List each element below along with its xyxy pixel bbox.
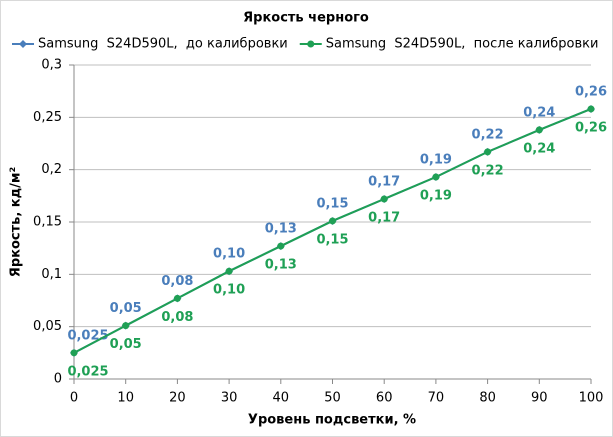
marker [70,349,78,357]
marker [225,267,233,275]
y-tick-label: 0,15 [33,215,62,230]
x-axis-label: Уровень подсветки, % [248,413,416,428]
x-tick-label: 60 [376,391,393,406]
marker [535,126,543,134]
value-label: 0,08 [161,274,193,289]
value-label: 0,13 [265,222,297,237]
x-tick-label: 70 [428,391,445,406]
value-label: 0,15 [316,232,348,247]
x-tick-label: 90 [531,391,548,406]
marker [380,195,388,203]
x-tick-label: 40 [273,391,290,406]
x-tick-label: 0 [70,391,78,406]
y-tick-label: 0,1 [41,267,62,282]
value-label: 0,19 [420,152,452,167]
marker [173,294,181,302]
value-label: 0,22 [472,127,504,142]
x-tick-label: 80 [479,391,496,406]
value-label: 0,24 [523,105,555,120]
marker [484,148,492,156]
marker [19,40,27,48]
value-label: 0,13 [265,258,297,273]
marker [587,105,595,113]
value-label: 0,26 [575,84,607,99]
value-label: 0,08 [161,310,193,325]
x-tick-label: 50 [324,391,341,406]
marker [277,242,285,250]
value-label: 0,17 [368,174,400,189]
y-tick-label: 0,05 [33,319,62,334]
value-label: 0,17 [368,210,400,225]
legend-label: Samsung S24D590L, до калибровки [38,37,288,52]
y-tick-label: 0,3 [41,58,62,73]
chart-title: Яркость черного [243,11,369,26]
y-tick-label: 0 [54,372,62,387]
marker [307,40,315,48]
y-tick-label: 0,25 [33,110,62,125]
x-tick-label: 20 [169,391,186,406]
x-tick-label: 10 [117,391,134,406]
x-tick-label: 100 [579,391,604,406]
value-label: 0,05 [110,301,142,316]
marker [432,173,440,181]
value-label: 0,19 [420,188,452,203]
marker [122,322,130,330]
value-label: 0,15 [316,196,348,211]
value-label: 0,22 [472,163,504,178]
x-tick-label: 30 [221,391,238,406]
value-label: 0,10 [213,247,245,262]
value-label: 0,025 [67,364,108,379]
y-tick-label: 0,2 [41,162,62,177]
marker [329,217,336,225]
legend-label: Samsung S24D590L, после калибровки [326,37,599,52]
value-label: 0,025 [67,328,108,343]
value-label: 0,26 [575,120,607,135]
y-axis-label: Яркость, кд/м² [9,167,24,277]
value-label: 0,05 [110,337,142,352]
value-label: 0,24 [523,141,555,156]
value-label: 0,10 [213,283,245,298]
